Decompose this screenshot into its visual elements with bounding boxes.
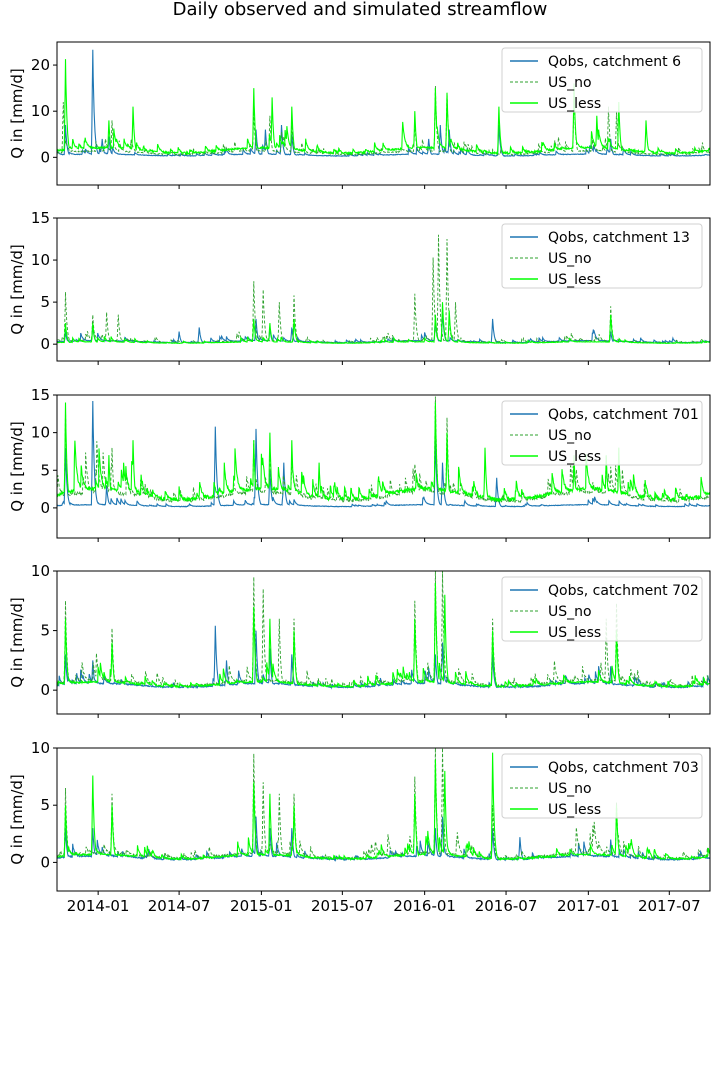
- series-group: [57, 571, 710, 690]
- y-tick-label: 15: [31, 209, 50, 227]
- series-line-us-no: [57, 234, 710, 344]
- figure-title: Daily observed and simulated streamflow: [172, 0, 548, 20]
- legend-box: [501, 400, 703, 466]
- legend-label: US_less: [548, 96, 601, 112]
- legend-label: US_no: [548, 428, 592, 444]
- series-line-us-less: [57, 752, 710, 862]
- y-tick-label: 0: [40, 681, 50, 699]
- y-tick-label: 5: [40, 622, 50, 640]
- legend-label: US_less: [548, 802, 601, 818]
- legend-label: US_no: [548, 781, 592, 797]
- y-tick-label: 0: [40, 335, 50, 353]
- legend-label: US_no: [548, 604, 592, 620]
- legend-box: [501, 223, 703, 289]
- series-group: [57, 396, 710, 508]
- series-line-us-less: [57, 59, 710, 156]
- x-tick-label: 2015-01: [230, 897, 293, 915]
- series-group: [57, 49, 710, 157]
- chart-panel-701: 0 5 10 15 Q in [mm/d] Qobs, catchment 701 US_n…: [8, 386, 711, 542]
- x-tick-label: 2016-07: [475, 897, 538, 915]
- chart-panel-13: 0 5 10 15 Q in [mm/d] Qobs, catchment 13 US_no…: [8, 209, 711, 365]
- legend-label: US_no: [548, 75, 592, 91]
- legend-label: Qobs, catchment 701: [548, 407, 699, 423]
- y-tick-label: 0: [40, 148, 50, 166]
- y-tick-label: 15: [31, 386, 50, 404]
- y-axis-label: Q in [mm/d]: [8, 597, 26, 688]
- y-tick-label: 20: [31, 56, 50, 74]
- y-tick-label: 10: [31, 739, 50, 757]
- x-tick-label: 2017-01: [557, 897, 620, 915]
- legend-box: [501, 576, 703, 642]
- plot-frame: [56, 394, 711, 539]
- series-line-us-less: [57, 402, 710, 503]
- y-axis-label: Q in [mm/d]: [8, 421, 26, 512]
- plot-frame: [56, 747, 711, 892]
- y-tick-label: 0: [40, 499, 50, 517]
- series-line-qobs-catchment-6: [57, 49, 710, 157]
- y-tick-label: 5: [40, 461, 50, 479]
- y-tick-label: 10: [31, 424, 50, 442]
- legend-label: Qobs, catchment 13: [548, 230, 690, 246]
- y-tick-label: 0: [40, 853, 50, 871]
- y-tick-label: 10: [31, 102, 50, 120]
- x-tick-label: 2017-07: [638, 897, 701, 915]
- series-group: [57, 748, 710, 863]
- legend-label: US_less: [548, 625, 601, 641]
- x-tick-label: 2014-07: [148, 897, 211, 915]
- series-line-us-less: [57, 302, 710, 345]
- y-tick-label: 10: [31, 562, 50, 580]
- legend-label: Qobs, catchment 703: [548, 760, 699, 776]
- plot-frame: [56, 217, 711, 362]
- x-tick-label: 2015-07: [311, 897, 374, 915]
- x-tick-label: 2016-01: [393, 897, 456, 915]
- series-line-us-less: [57, 582, 710, 689]
- chart-panel-702: 0 5 10 Q in [mm/d] Qobs, catchment 702 US_no U…: [8, 562, 711, 718]
- series-line-qobs-catchment-701: [57, 400, 710, 508]
- legend-label: US_less: [548, 449, 601, 465]
- legend-box: [501, 753, 703, 819]
- x-tick-label: 2014-01: [67, 897, 130, 915]
- plot-frame: [56, 570, 711, 715]
- legend-label: Qobs, catchment 702: [548, 583, 699, 599]
- series-line-us-no: [57, 396, 710, 504]
- legend-label: Qobs, catchment 6: [548, 54, 681, 70]
- chart-panel-6: 0 10 20 Q in [mm/d] Qobs, catchment 6 US_no US…: [8, 41, 711, 189]
- legend-label: US_no: [548, 251, 592, 267]
- y-tick-label: 5: [40, 293, 50, 311]
- series-group: [57, 234, 710, 345]
- y-tick-label: 5: [40, 796, 50, 814]
- y-axis-label: Q in [mm/d]: [8, 68, 26, 159]
- series-line-us-no: [57, 85, 710, 156]
- y-axis-label: Q in [mm/d]: [8, 244, 26, 335]
- chart-panel-703: 0 5 10 Q in [mm/d] Qobs, catchment 703 US_no U…: [8, 739, 711, 915]
- legend-box: [501, 47, 703, 113]
- y-axis-label: Q in [mm/d]: [8, 774, 26, 865]
- plot-frame: [56, 41, 711, 186]
- legend-label: US_less: [548, 272, 601, 288]
- y-tick-label: 10: [31, 251, 50, 269]
